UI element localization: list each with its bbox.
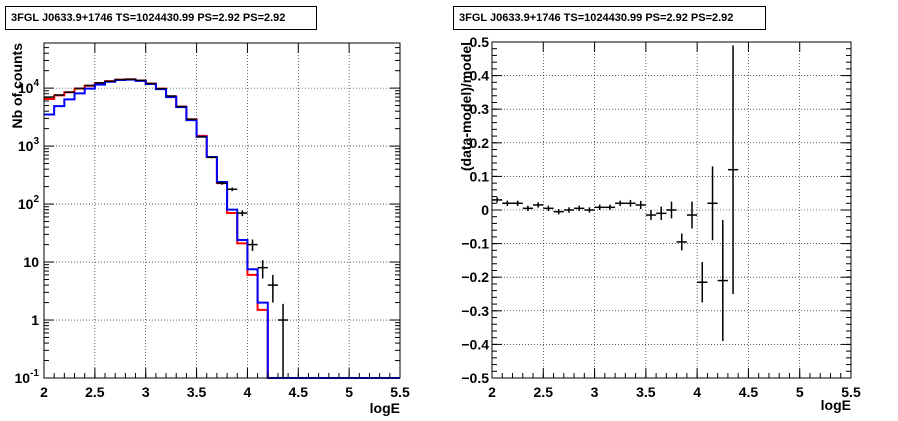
data-point xyxy=(155,87,167,90)
residual-point xyxy=(563,207,575,213)
residual-point xyxy=(574,205,585,212)
counts-plot: 2 2.5 3 3.5 4 4.5 5 5.5 10-1 1 10 102 103 104 logE Nb o… xyxy=(9,42,410,416)
residual-point xyxy=(645,210,657,221)
data-point xyxy=(54,94,65,96)
x-tick-label: 4 xyxy=(693,384,701,400)
x-tick-label: 5.5 xyxy=(841,384,861,400)
residual-point xyxy=(615,200,626,206)
axes: 2 2.5 3 3.5 4 4.5 5 5.5 −0.5 −0.4 −0.3 −0.2 −0.1 0 0.1… xyxy=(458,34,861,413)
data-point xyxy=(166,95,177,97)
residual-point xyxy=(553,208,564,215)
y-tick-label: 0.3 xyxy=(470,101,490,117)
residual-point xyxy=(676,233,687,251)
y-tick-label: 0.2 xyxy=(470,135,490,151)
residual-point xyxy=(543,205,554,212)
y-tick-label: 102 xyxy=(18,194,40,212)
data-point xyxy=(267,274,278,303)
residual-point xyxy=(707,166,718,241)
x-tick-label: 4 xyxy=(244,384,252,400)
counts-plot-title: 3FGL J0633.9+1746 TS=1024430.99 PS=2.92 … xyxy=(5,6,317,30)
y-tick-label: 1 xyxy=(31,312,39,328)
residual-point xyxy=(727,45,739,294)
data-point xyxy=(257,260,268,279)
y-tick-label: −0.4 xyxy=(461,336,489,352)
series-0 xyxy=(44,78,360,379)
x-tick-label: 3.5 xyxy=(636,384,656,400)
residual-point xyxy=(594,204,605,210)
residual-point xyxy=(604,204,616,210)
data-point xyxy=(247,239,258,252)
y-tick-label: −0.1 xyxy=(461,236,489,252)
residual-point xyxy=(533,202,544,208)
y-tick-label: −0.2 xyxy=(461,269,489,285)
y-tick-label: 0.1 xyxy=(470,168,490,184)
x-tick-label: 5 xyxy=(796,384,804,400)
x-tick-label: 5 xyxy=(345,384,353,400)
x-tick-label: 4.5 xyxy=(739,384,759,400)
residual-point xyxy=(502,200,513,206)
grid-lines xyxy=(44,43,400,378)
residual-points xyxy=(492,45,739,342)
residual-plot-title: 3FGL J0633.9+1746 TS=1024430.99 PS=2.92 … xyxy=(453,6,766,30)
x-tick-label: 4.5 xyxy=(289,384,309,400)
residual-point xyxy=(635,200,646,209)
x-axis-label: logE xyxy=(370,400,400,416)
y-tick-label: −0.5 xyxy=(461,370,489,386)
x-tick-label: 2 xyxy=(488,384,496,400)
residual-plot: 2 2.5 3 3.5 4 4.5 5 5.5 −0.5 −0.4 −0.3 −0.2 −0.1 0 0.1… xyxy=(458,34,861,413)
data-point xyxy=(227,187,238,192)
y-tick-label: 0.4 xyxy=(470,68,490,84)
data-point xyxy=(277,303,289,378)
residual-point xyxy=(686,201,698,229)
y-tick-label: 104 xyxy=(18,78,40,96)
x-tick-label: 3 xyxy=(591,384,599,400)
residual-plot-pad: 3FGL J0633.9+1746 TS=1024430.99 PS=2.92 … xyxy=(449,0,898,421)
counts-plot-pad: 3FGL J0633.9+1746 TS=1024430.99 PS=2.92 … xyxy=(5,6,410,416)
x-tick-label: 5.5 xyxy=(390,384,410,400)
histogram-step-line xyxy=(44,78,400,379)
residual-point xyxy=(492,197,503,203)
residual-point xyxy=(584,207,595,213)
y-tick-label: 103 xyxy=(18,136,40,154)
y-tick-label: 10 xyxy=(23,254,39,270)
x-tick-label: 3 xyxy=(142,384,150,400)
x-tick-label: 2.5 xyxy=(534,384,554,400)
residual-point xyxy=(625,199,636,207)
data-point xyxy=(206,156,217,159)
residual-point xyxy=(697,262,708,303)
axes: 2 2.5 3 3.5 4 4.5 5 5.5 10-1 1 10 102 103 104 logE Nb o… xyxy=(9,43,410,416)
residual-point xyxy=(656,206,667,221)
y-tick-label: 0.5 xyxy=(470,34,490,50)
data-point xyxy=(216,181,228,185)
data-point xyxy=(196,135,207,138)
data-point xyxy=(186,118,197,121)
x-tick-label: 2.5 xyxy=(85,384,105,400)
data-point xyxy=(237,210,248,217)
series-1 xyxy=(44,78,400,379)
residual-point xyxy=(512,200,523,206)
x-tick-label: 3.5 xyxy=(187,384,207,400)
y-tick-label: 10-1 xyxy=(15,368,40,386)
y-axis-label: (data-model)/model xyxy=(458,42,474,171)
y-axis-label: Nb of counts xyxy=(9,43,25,129)
x-tick-label: 2 xyxy=(40,384,48,400)
histogram-step-line xyxy=(44,78,360,379)
residual-point xyxy=(666,201,677,219)
residual-point xyxy=(522,205,534,212)
data-point xyxy=(74,87,85,90)
x-axis-label: logE xyxy=(821,397,851,413)
plot-frame xyxy=(43,42,401,379)
data-point xyxy=(64,91,75,93)
y-tick-label: 0 xyxy=(481,202,489,218)
data-points xyxy=(44,78,289,378)
y-tick-label: −0.3 xyxy=(461,303,489,319)
data-point xyxy=(176,105,187,108)
residual-point xyxy=(717,220,728,342)
